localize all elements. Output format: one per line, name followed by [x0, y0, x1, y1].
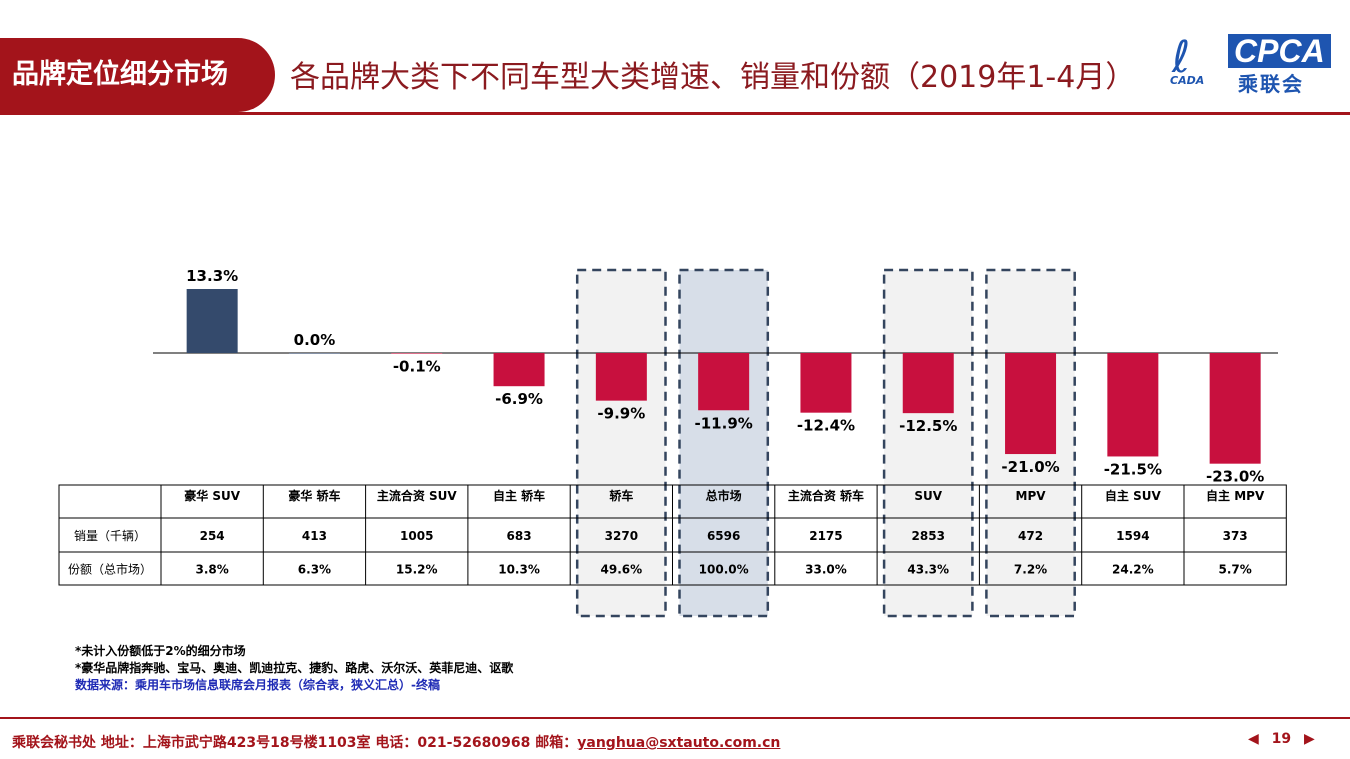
- pager: ◀ 19 ▶: [1244, 731, 1319, 747]
- bar: [288, 353, 340, 354]
- table-cell: 100.0%: [699, 563, 749, 577]
- footer-text: 乘联会秘书处 地址：上海市武宁路423号18号楼1103室 电话：021-526…: [12, 735, 578, 751]
- data-label: -12.4%: [797, 417, 855, 435]
- table-cell: 43.3%: [907, 563, 949, 577]
- table-cell: 33.0%: [805, 563, 847, 577]
- table-cell: 24.2%: [1112, 563, 1154, 577]
- notes-block: *未计入份额低于2%的细分市场 *豪华品牌指奔驰、宝马、奥迪、凯迪拉克、捷豹、路…: [75, 643, 513, 694]
- category-label: 自主 MPV: [1206, 488, 1265, 503]
- table-cell: 2853: [912, 529, 945, 543]
- logo-mark-text: CADA: [1170, 74, 1205, 87]
- footer-email-link[interactable]: yanghua@sxtauto.com.cn: [577, 735, 781, 751]
- data-label: -21.0%: [1001, 458, 1059, 476]
- page-number: 19: [1271, 731, 1292, 747]
- growth-bar-chart: 13.3% 0.0% -0.1% -6.9% -9.9% -11.9% -12.4% -12.…: [58, 267, 1287, 618]
- section-badge: 品牌定位细分市场: [0, 38, 275, 112]
- category-label: 豪华 SUV: [184, 488, 241, 503]
- highlight-box: [575, 268, 667, 618]
- highlight-box: [882, 268, 974, 618]
- bar: [391, 353, 443, 354]
- bar: [493, 353, 545, 387]
- data-label: -0.1%: [393, 357, 441, 375]
- footer-divider: [0, 717, 1350, 719]
- category-label: 豪华 轿车: [288, 488, 340, 503]
- bar: [698, 353, 750, 411]
- table-cell: 49.6%: [601, 563, 643, 577]
- data-label: -23.0%: [1206, 468, 1264, 486]
- category-label: MPV: [1016, 489, 1047, 503]
- data-label: -21.5%: [1104, 460, 1162, 478]
- category-label: SUV: [914, 489, 942, 503]
- data-label: -12.5%: [899, 417, 957, 435]
- category-label: 自主 SUV: [1105, 488, 1162, 503]
- table-cell: 3270: [605, 529, 638, 543]
- table-cell: 373: [1223, 529, 1248, 543]
- table-cell: 2175: [809, 529, 842, 543]
- table-cell: 3.8%: [196, 563, 229, 577]
- bar: [1209, 353, 1261, 464]
- footer-contact: 乘联会秘书处 地址：上海市武宁路423号18号楼1103室 电话：021-526…: [12, 732, 780, 752]
- table-cell: 472: [1018, 529, 1043, 543]
- table-cell: 683: [507, 529, 532, 543]
- logo-mark-icon: ℓ: [1172, 32, 1191, 83]
- bar: [902, 353, 954, 414]
- table-cell: 1594: [1116, 529, 1149, 543]
- bar: [1107, 353, 1159, 457]
- category-label: 主流合资 轿车: [788, 488, 864, 503]
- data-label: -11.9%: [695, 414, 753, 432]
- page-title: 各品牌大类下不同车型大类增速、销量和份额（2019年1-4月）: [290, 60, 1136, 95]
- data-label: -6.9%: [495, 390, 543, 408]
- highlight-box: [678, 268, 770, 618]
- logo-text: CPCA: [1228, 34, 1331, 68]
- bar: [1005, 353, 1057, 455]
- table-cell: 254: [200, 529, 225, 543]
- bar: [595, 353, 647, 401]
- note-line: *未计入份额低于2%的细分市场: [75, 644, 246, 658]
- table-cell: 6.3%: [298, 563, 331, 577]
- bar: [800, 353, 852, 413]
- table-cell: 413: [302, 529, 327, 543]
- data-label: -9.9%: [597, 405, 645, 423]
- table-cell: 7.2%: [1014, 563, 1047, 577]
- category-label: 主流合资 SUV: [377, 488, 458, 503]
- row-label: 份额（总市场）: [68, 562, 152, 577]
- category-label: 自主 轿车: [493, 488, 545, 503]
- data-source: 数据来源：乘用车市场信息联席会月报表（综合表，狭义汇总）-终稿: [75, 678, 440, 692]
- data-label: 0.0%: [294, 331, 336, 349]
- header-divider: [0, 112, 1350, 115]
- category-label: 轿车: [609, 488, 633, 503]
- bar: [186, 289, 238, 353]
- data-label: 13.3%: [186, 267, 238, 285]
- prev-page-icon[interactable]: ◀: [1248, 731, 1259, 747]
- table-cell: 6596: [707, 529, 740, 543]
- logo-subtitle: 乘联会: [1238, 72, 1304, 96]
- next-page-icon[interactable]: ▶: [1304, 731, 1315, 747]
- table-cell: 10.3%: [498, 563, 540, 577]
- note-line: *豪华品牌指奔驰、宝马、奥迪、凯迪拉克、捷豹、路虎、沃尔沃、英菲尼迪、讴歌: [75, 661, 514, 675]
- category-label: 总市场: [706, 488, 742, 503]
- table-cell: 1005: [400, 529, 433, 543]
- table-cell: 5.7%: [1219, 563, 1252, 577]
- table-cell: 15.2%: [396, 563, 438, 577]
- row-label: 销量（千辆）: [74, 529, 146, 543]
